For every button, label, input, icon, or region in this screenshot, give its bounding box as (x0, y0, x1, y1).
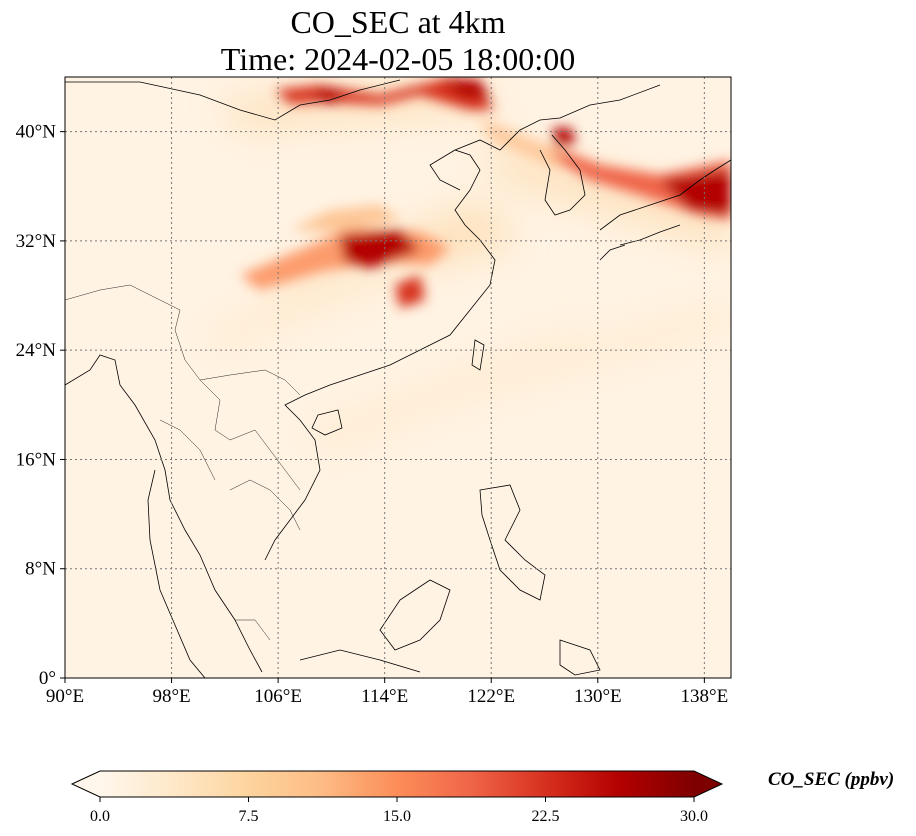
plume-mongolia (275, 78, 495, 110)
latitude-axis: 0° 8°N 16°N 24°N 32°N 40°N (16, 122, 65, 689)
colorbar-tick-label: 30.0 (680, 808, 708, 825)
gridlines (65, 77, 731, 678)
longitude-axis: 90°E 98°E 106°E 114°E 122°E 130°E 138°E (46, 678, 728, 707)
map-frame (64, 76, 732, 679)
colorbar-extend-min-arrow (72, 771, 100, 797)
lon-tick-label: 130°E (574, 686, 622, 707)
plume-korea-japan (480, 118, 731, 220)
colorbar-title: CO_SEC (ppbv) (768, 769, 895, 790)
colorbar-extend-max-arrow (694, 771, 722, 797)
lon-tick-label: 122°E (467, 686, 515, 707)
map-background (65, 77, 731, 678)
lon-tick-label: 98°E (152, 686, 190, 707)
lon-tick-label: 106°E (254, 686, 302, 707)
colorbar-tick-label: 7.5 (239, 808, 259, 825)
map-title: CO_SEC at 4km (290, 4, 506, 40)
lat-tick-label: 0° (39, 668, 56, 689)
lon-tick-label: 114°E (361, 686, 408, 707)
lat-tick-label: 32°N (16, 231, 57, 252)
lon-tick-label: 138°E (681, 686, 729, 707)
colorbar: 0.0 7.5 15.0 22.5 30.0 (70, 770, 724, 825)
colorbar-gradient (100, 771, 694, 797)
colorbar-tick-label: 0.0 (90, 808, 110, 825)
map-plot-area (65, 77, 731, 678)
lat-tick-label: 40°N (16, 122, 57, 143)
plume-layer (240, 78, 731, 308)
lat-tick-label: 16°N (16, 449, 57, 470)
country-borders (65, 284, 301, 641)
lat-tick-label: 24°N (16, 340, 57, 361)
coastlines (65, 79, 731, 678)
map-subtitle-time: Time: 2024-02-05 18:00:00 (220, 41, 576, 77)
lon-tick-label: 90°E (46, 686, 84, 707)
lat-tick-label: 8°N (25, 559, 56, 580)
colorbar-tick-label: 22.5 (532, 808, 560, 825)
plume-central-china (240, 205, 450, 308)
colorbar-tick-label: 15.0 (383, 808, 411, 825)
